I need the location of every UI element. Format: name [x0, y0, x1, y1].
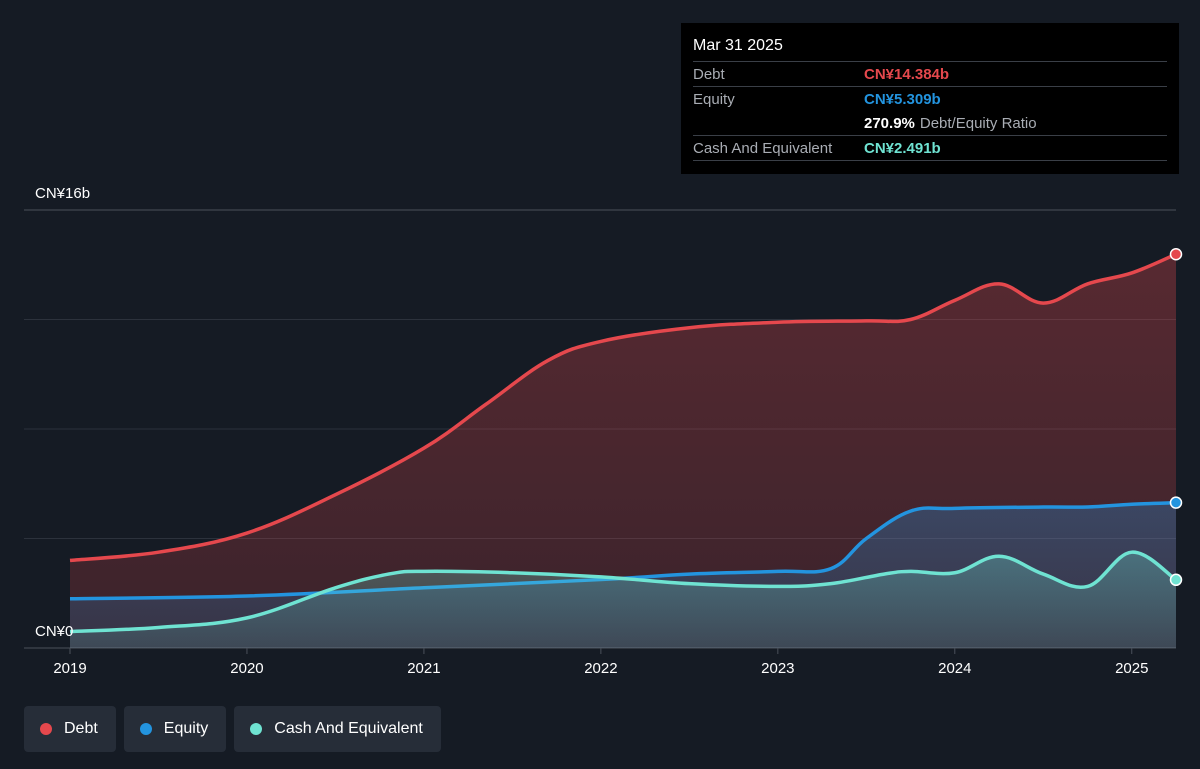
legend-item-cash[interactable]: Cash And Equivalent [234, 706, 441, 752]
x-tick-label: 2025 [1115, 660, 1148, 677]
y-axis-top-label: CN¥16b [35, 185, 90, 202]
legend-item-debt[interactable]: Debt [24, 706, 116, 752]
legend-item-equity[interactable]: Equity [123, 706, 227, 752]
x-tick-label: 2022 [584, 660, 617, 677]
x-tick-label: 2024 [938, 660, 971, 677]
x-tick-label: 2019 [53, 660, 86, 677]
x-tick-label: 2021 [407, 660, 440, 677]
x-tick-label: 2023 [761, 660, 794, 677]
tooltip-date: Mar 31 2025 [693, 37, 783, 54]
tooltip-row-ratio: 270.9% Debt/Equity Ratio [693, 111, 1167, 135]
legend-dot-cash [250, 723, 263, 735]
tooltip-equity-label: Equity [693, 90, 735, 108]
tooltip-ratio-label: Debt/Equity Ratio [919, 114, 1037, 132]
y-axis-bottom-label: CN¥0 [35, 623, 73, 640]
cash-end-point [1169, 573, 1183, 587]
chart-legend: Debt Equity Cash And Equivalent [24, 706, 441, 752]
cash-line [69, 550, 1178, 634]
legend-label-equity: Equity [163, 720, 209, 737]
tooltip-equity-value: CN¥5.309b [864, 90, 941, 108]
tooltip-row-cash: Cash And Equivalent CN¥2.491b [693, 135, 1167, 161]
debt-end-point [1169, 247, 1183, 261]
cash-area [70, 552, 1176, 648]
tooltip-debt-value: CN¥14.384b [864, 65, 950, 83]
legend-label-cash: Cash And Equivalent [274, 720, 423, 737]
legend-label-debt: Debt [64, 720, 98, 737]
tooltip-row-equity: Equity CN¥5.309b [693, 86, 1167, 111]
legend-dot-debt [40, 723, 52, 735]
tooltip-row-debt: Debt CN¥14.384b [693, 61, 1167, 86]
tooltip-ratio-value: 270.9% [864, 114, 915, 132]
equity-end-point [1169, 496, 1183, 509]
tooltip-debt-label: Debt [693, 65, 725, 83]
tooltip-panel: Mar 31 2025 Debt CN¥14.384b Equity CN¥5.… [681, 23, 1179, 174]
legend-dot-equity [139, 723, 152, 735]
tooltip-cash-label: Cash And Equivalent [693, 139, 833, 157]
x-tick-label: 2020 [230, 660, 263, 677]
tooltip-cash-value: CN¥2.491b [864, 139, 941, 157]
debt-line [69, 252, 1177, 563]
